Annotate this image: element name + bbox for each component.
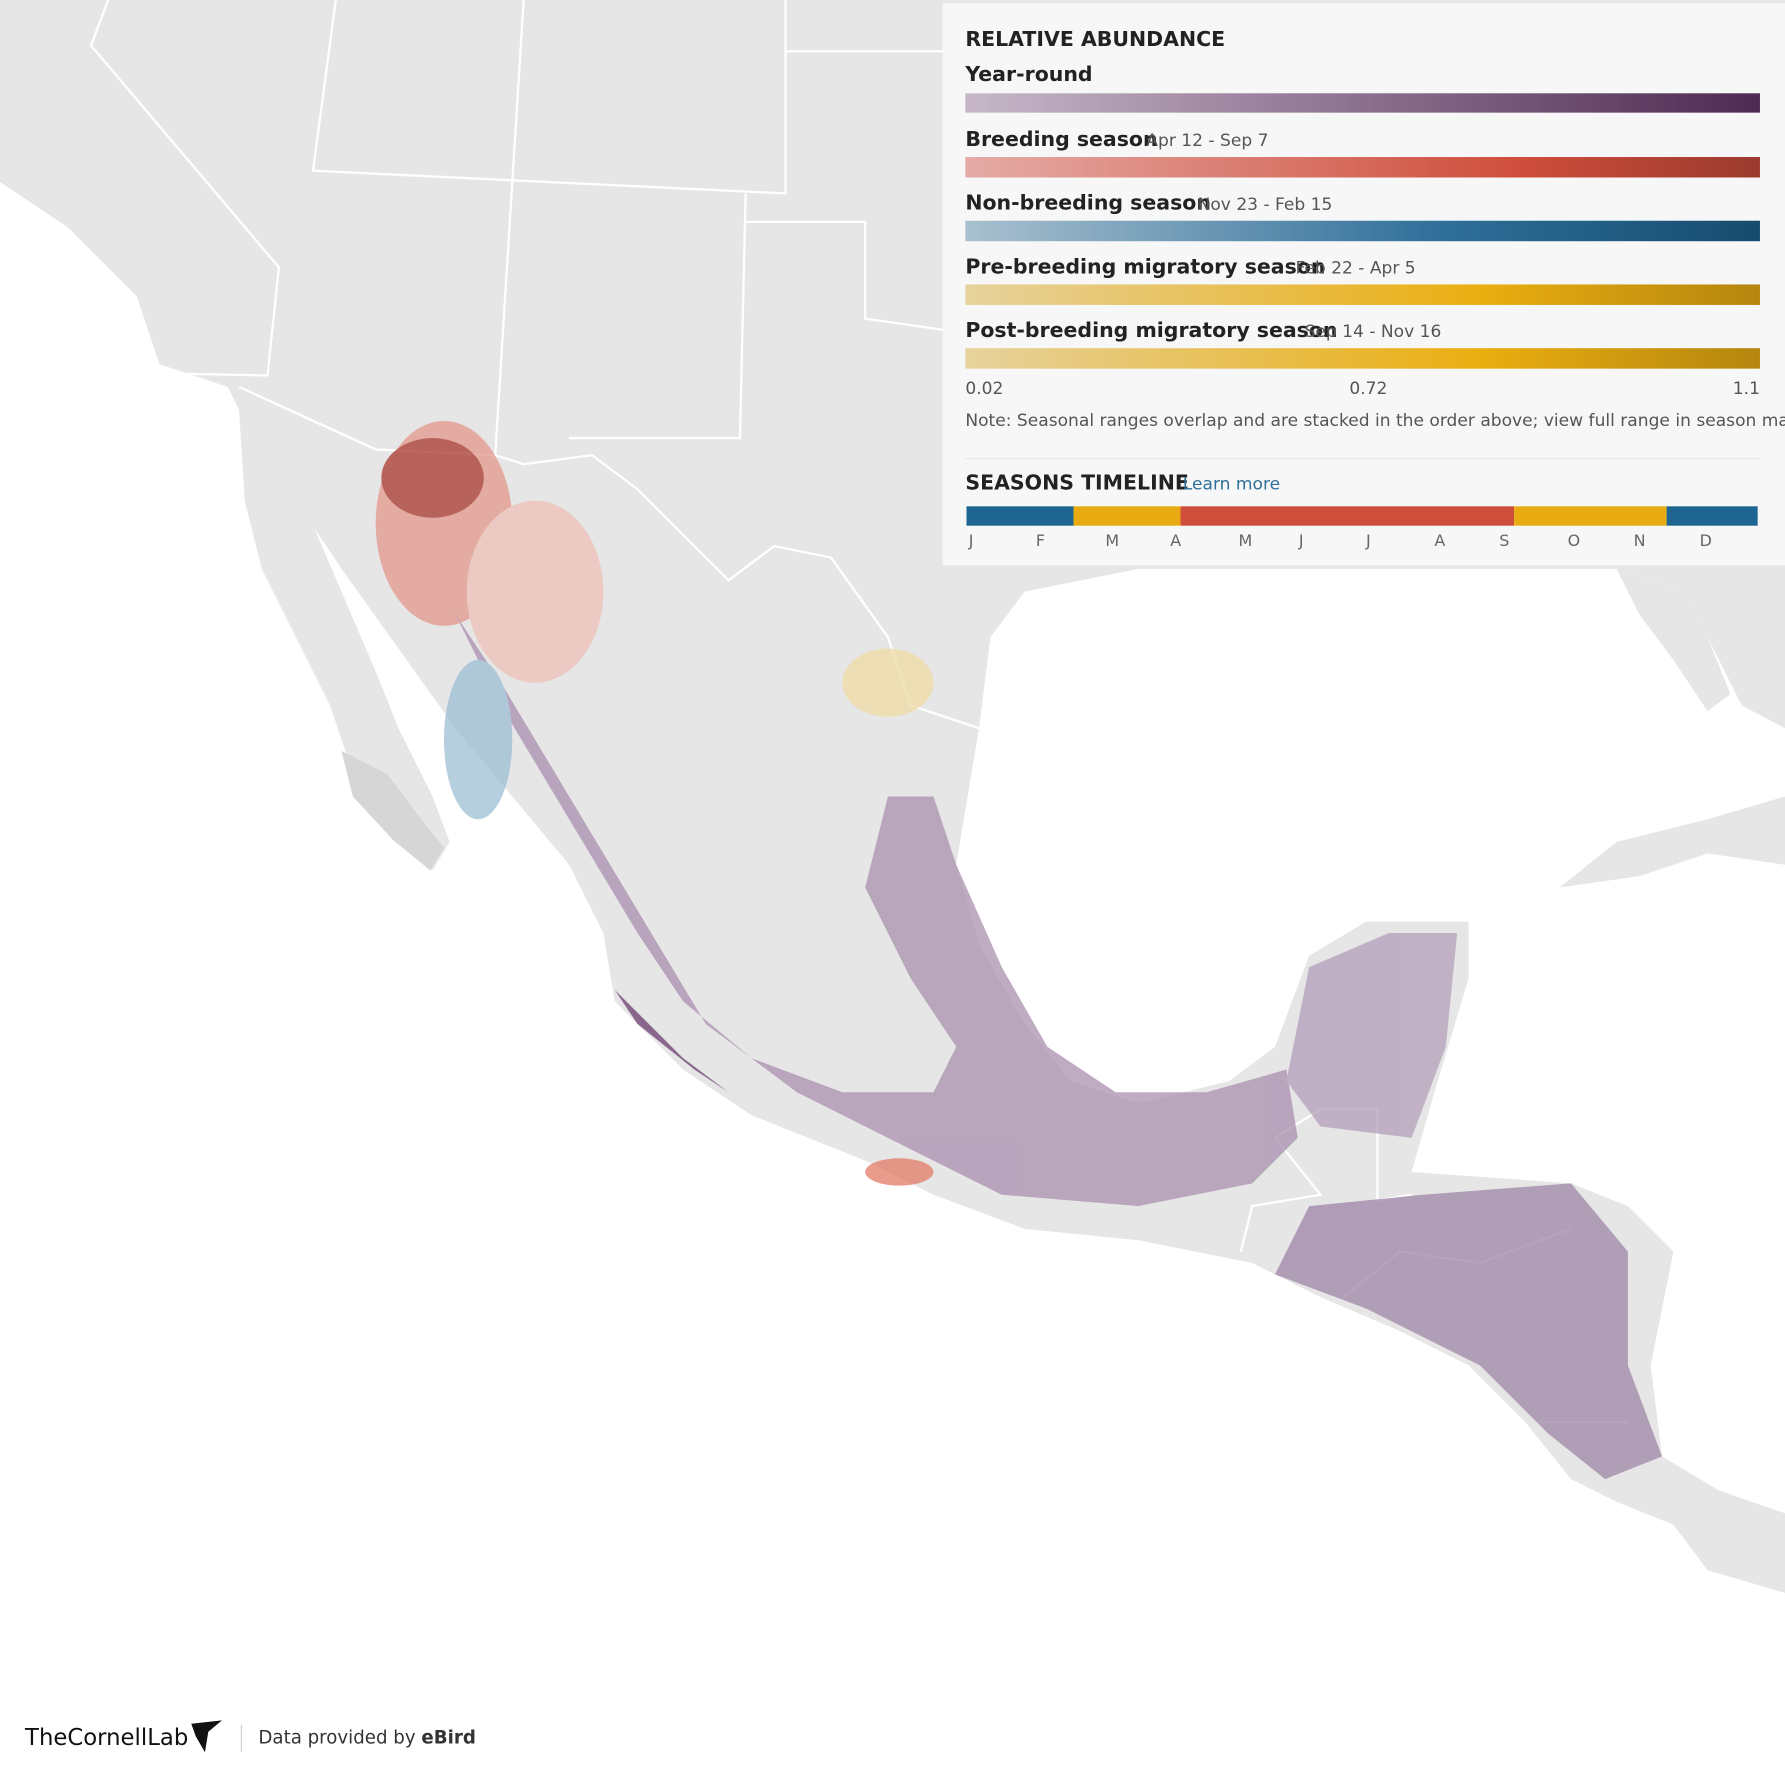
learn-more-link[interactable]: Learn more: [1183, 475, 1280, 495]
season-dates: Sep 14 - Nov 16: [1305, 322, 1442, 342]
footer: TheCornellLab Data provided by eBird: [24, 1720, 476, 1753]
legend-note: Note: Seasonal ranges overlap and are st…: [965, 411, 1785, 431]
legend-title: RELATIVE ABUNDANCE: [965, 27, 1225, 51]
month-label: N: [1634, 531, 1646, 550]
color-ramp: [965, 157, 1760, 178]
month-label: M: [1105, 531, 1119, 550]
logo-bird: [191, 1720, 222, 1753]
color-ramp: [965, 220, 1760, 242]
credit-text: Data provided by: [258, 1728, 415, 1749]
month-label: J: [968, 531, 974, 550]
month-label: S: [1499, 531, 1509, 550]
month-label: O: [1568, 531, 1581, 550]
season-name: Breeding season: [965, 127, 1157, 151]
color-ramp: [965, 284, 1760, 305]
cornell-logo[interactable]: TheCornellLab: [24, 1725, 188, 1751]
season-name: Post-breeding migratory season: [965, 318, 1337, 342]
ebird-link[interactable]: eBird: [421, 1728, 475, 1749]
season-dates: Feb 22 - Apr 5: [1295, 259, 1415, 279]
month-label: A: [1434, 531, 1445, 550]
season-name: Non-breeding season: [965, 191, 1211, 215]
timeline-bar: [966, 506, 1758, 526]
scale-label: 0.72: [1349, 379, 1387, 399]
scale-label: 1.1: [1733, 379, 1760, 399]
color-ramp: [965, 348, 1760, 369]
scale-label: 0.02: [965, 379, 1003, 399]
month-label: J: [1365, 531, 1371, 550]
month-label: M: [1239, 531, 1253, 550]
season-dates: Nov 23 - Feb 15: [1198, 195, 1333, 215]
season-name: Pre-breeding migratory season: [965, 254, 1325, 278]
month-label: A: [1170, 531, 1181, 550]
timeline-title: SEASONS TIMELINE: [965, 471, 1188, 495]
month-label: J: [1298, 531, 1304, 550]
season-dates: Apr 12 - Sep 7: [1146, 131, 1268, 151]
credit: Data provided by eBird: [258, 1728, 475, 1749]
color-ramp: [965, 93, 1760, 113]
month-label: D: [1700, 531, 1712, 550]
season-name: Year-round: [964, 62, 1092, 86]
month-label: F: [1036, 531, 1045, 550]
legend-panel: RELATIVE ABUNDANCE Year-round Breeding s…: [942, 3, 1785, 566]
